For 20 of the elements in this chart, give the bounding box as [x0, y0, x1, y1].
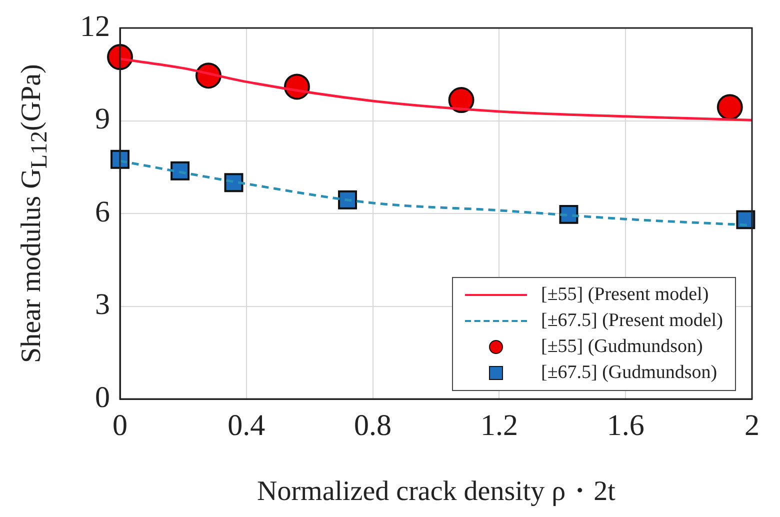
y-tick-label: 12: [80, 10, 110, 43]
legend-label: [±67.5] (Gudmundson): [541, 362, 718, 384]
x-tick-label: 2: [744, 408, 760, 442]
y-tick-label: 0: [95, 380, 110, 414]
legend-label: [±55] (Present model): [541, 284, 709, 306]
x-tick-label: 0.8: [354, 408, 392, 442]
x-axis-title: Normalized crack density ρ・2t: [257, 475, 616, 509]
point: [170, 161, 190, 180]
y-tick-label: 3: [95, 288, 110, 322]
x-tick-label: 1.6: [606, 408, 644, 442]
point: [448, 87, 474, 114]
point: [224, 173, 244, 192]
x-tick-label: 1.2: [480, 408, 518, 442]
point: [716, 94, 743, 120]
legend-label: [±67.5] (Present model): [541, 310, 723, 332]
x-tick-label: 0.4: [228, 408, 266, 442]
legend-label: [±55] (Gudmundson): [541, 336, 703, 358]
y-tick-label: 6: [95, 195, 110, 228]
point: [338, 190, 358, 210]
y-tick-label: 9: [95, 102, 110, 136]
